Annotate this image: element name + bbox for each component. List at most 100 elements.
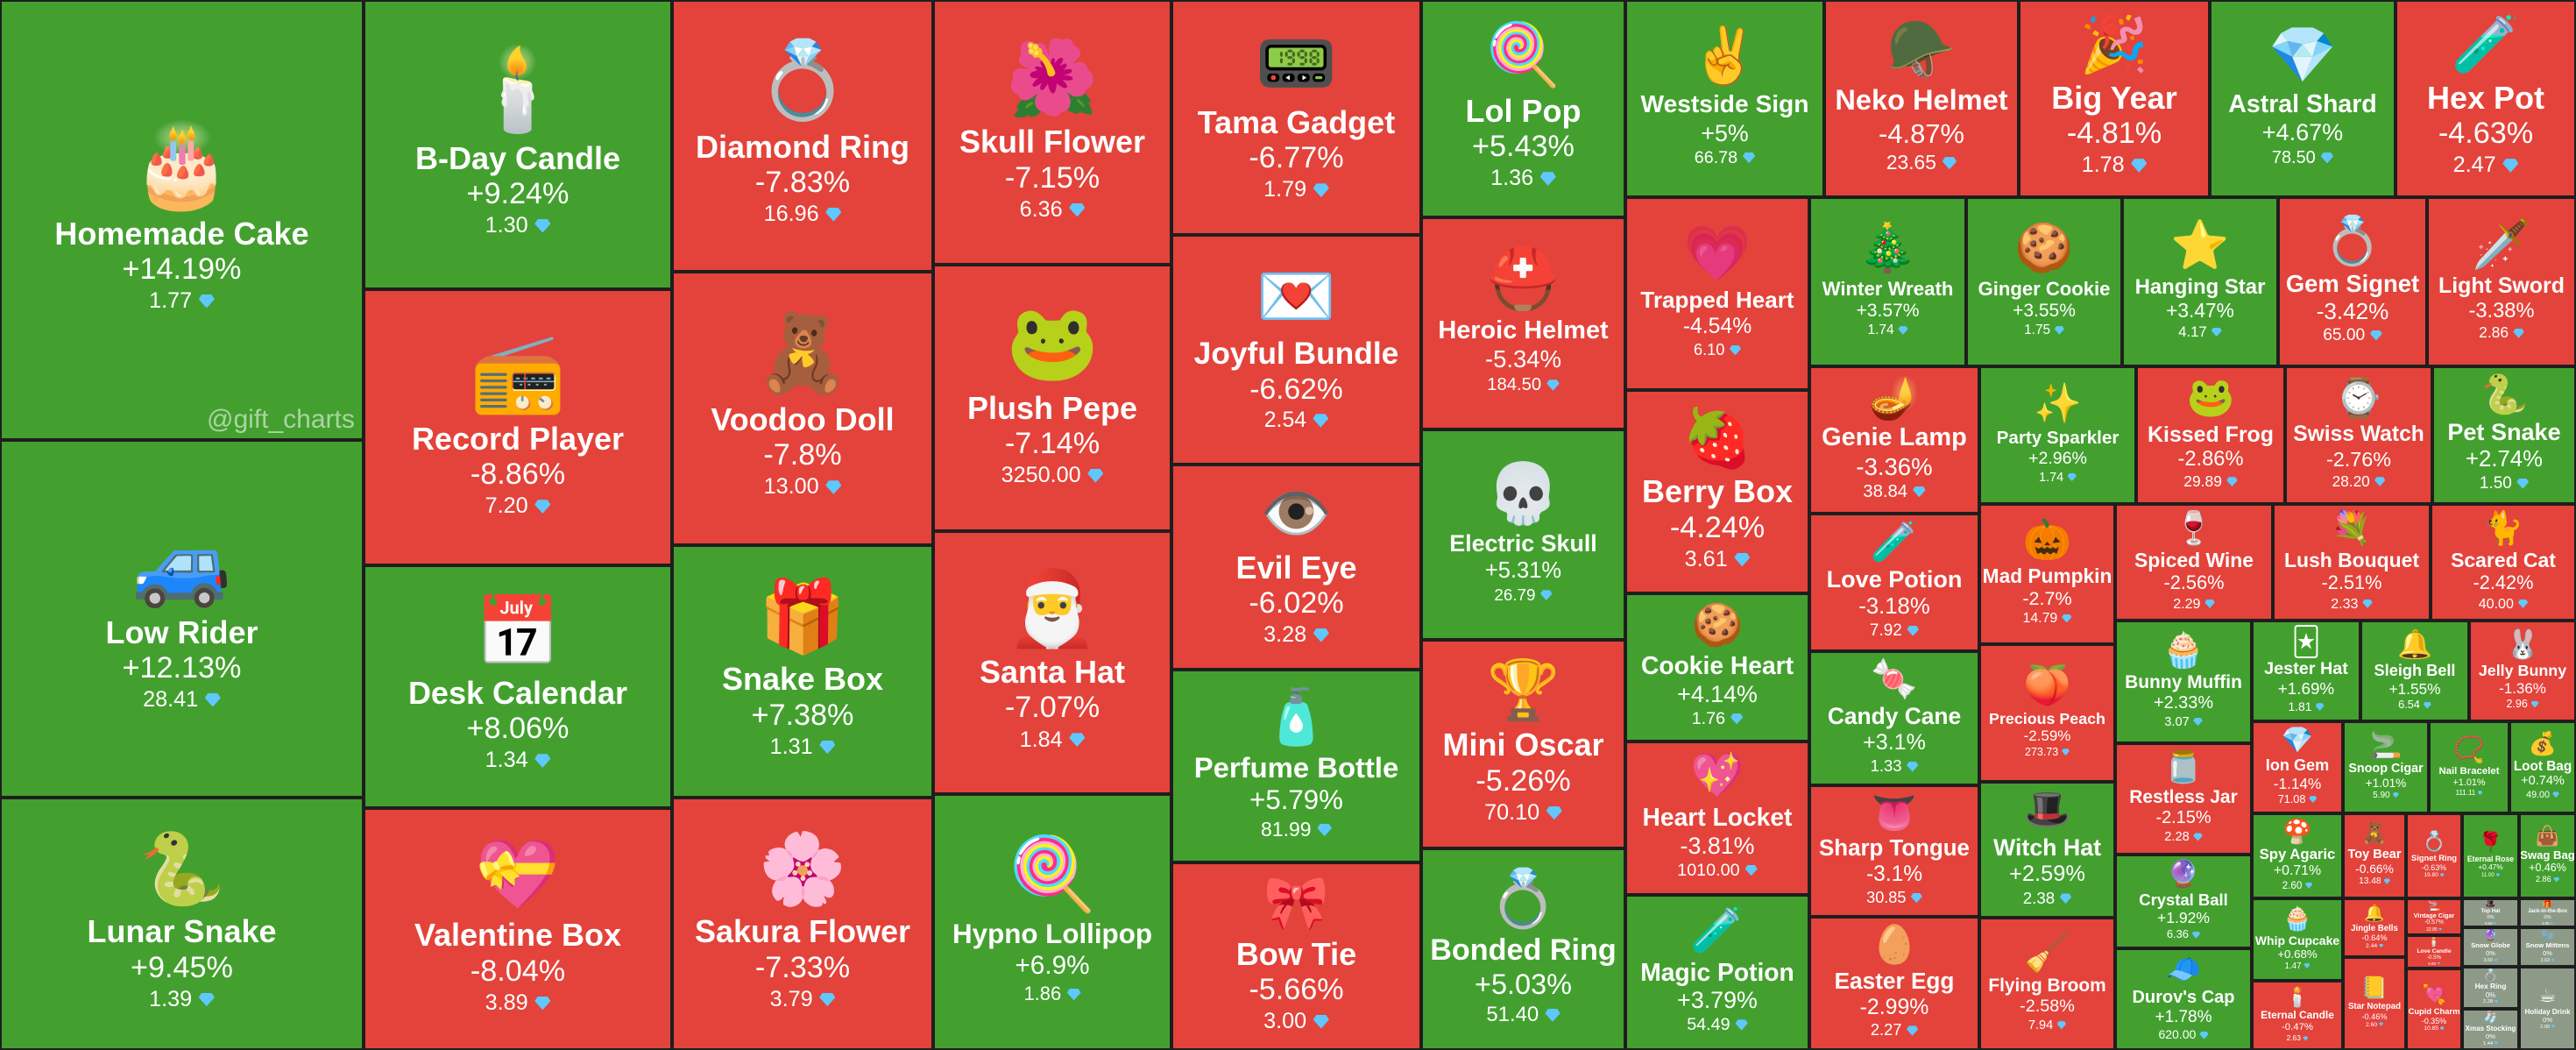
tile-diamond-ring[interactable]: 💍 Diamond Ring -7.83% 16.96 bbox=[672, 0, 933, 272]
tile-hex-ring[interactable]: 💍 Hex Ring 0% 2.28 bbox=[2462, 967, 2519, 1009]
tile-hypno-lollipop[interactable]: 🍭 Hypno Lollipop +6.9% 1.86 bbox=[933, 794, 1171, 1050]
tile-kissed-frog[interactable]: 🐸 Kissed Frog -2.86% 29.89 bbox=[2136, 366, 2285, 504]
tile-swag-bag[interactable]: 👜 Swag Bag +0.46% 2.86 bbox=[2519, 813, 2576, 898]
tile-sharp-tongue[interactable]: 👅 Sharp Tongue -3.1% 30.85 bbox=[1809, 785, 1979, 917]
tile-astral-shard[interactable]: 💎 Astral Shard +4.67% 78.50 bbox=[2210, 0, 2396, 197]
tile-magic-potion[interactable]: 🧪 Magic Potion +3.79% 54.49 bbox=[1625, 895, 1809, 1050]
tile-trapped-heart[interactable]: 💗 Trapped Heart -4.54% 6.10 bbox=[1625, 197, 1809, 390]
tile-bonded-ring[interactable]: 💍 Bonded Ring +5.03% 51.40 bbox=[1421, 848, 1625, 1050]
tile-mad-pumpkin[interactable]: 🎃 Mad Pumpkin -2.7% 14.79 bbox=[1979, 504, 2115, 644]
tile-ion-gem[interactable]: 💎 Ion Gem -1.14% 71.08 bbox=[2252, 721, 2343, 813]
tile-santa-hat[interactable]: 🎅 Santa Hat -7.07% 1.84 bbox=[933, 531, 1171, 794]
tile-snake-box[interactable]: 🎁 Snake Box +7.38% 1.31 bbox=[672, 545, 933, 798]
tile-light-sword[interactable]: 🗡️ Light Sword -3.38% 2.86 bbox=[2427, 197, 2576, 366]
tile-hanging-star[interactable]: ⭐ Hanging Star +3.47% 4.17 bbox=[2122, 197, 2278, 366]
tile-ginger-cookie[interactable]: 🍪 Ginger Cookie +3.55% 1.75 bbox=[1966, 197, 2122, 366]
record-player-icon: 📻 bbox=[470, 329, 566, 416]
tile-signet-ring[interactable]: 💍 Signet Ring -0.63% 19.80 bbox=[2406, 813, 2462, 898]
diamond-icon bbox=[1313, 414, 1329, 428]
tile-bow-tie[interactable]: 🎀 Bow Tie -5.66% 3.00 bbox=[1171, 862, 1421, 1050]
tile-gem-signet[interactable]: 💍 Gem Signet -3.42% 65.00 bbox=[2278, 197, 2427, 366]
tile-jester-hat[interactable]: 🃏 Jester Hat +1.69% 1.81 bbox=[2252, 621, 2360, 721]
tile-easter-egg[interactable]: 🥚 Easter Egg -2.99% 2.27 bbox=[1809, 917, 1979, 1050]
tile-durov-s-cap[interactable]: 🧢 Durov's Cap +1.78% 620.00 bbox=[2115, 948, 2252, 1050]
tile-love-potion[interactable]: 🧪 Love Potion -3.18% 7.92 bbox=[1809, 514, 1979, 651]
tile-loot-bag[interactable]: 💰 Loot Bag +0.74% 49.00 bbox=[2509, 721, 2576, 813]
tile-change: -3.81% bbox=[1680, 832, 1755, 859]
tile-scared-cat[interactable]: 🐈 Scared Cat -2.42% 40.00 bbox=[2431, 504, 2576, 621]
tile-voodoo-doll[interactable]: 🧸 Voodoo Doll -7.8% 13.00 bbox=[672, 272, 933, 545]
tile-party-sparkler[interactable]: ✨ Party Sparkler +2.96% 1.74 bbox=[1979, 366, 2136, 504]
tile-evil-eye[interactable]: 👁️ Evil Eye -6.02% 3.28 bbox=[1171, 465, 1421, 670]
tile-perfume-bottle[interactable]: 🧴 Perfume Bottle +5.79% 81.99 bbox=[1171, 670, 1421, 862]
tile-jack-in-the-box[interactable]: 🎁 Jack-in-the-Box 0% 2.00 bbox=[2519, 898, 2576, 927]
tile-sakura-flower[interactable]: 🌸 Sakura Flower -7.33% 3.79 bbox=[672, 798, 933, 1050]
tile-name: Swag Bag bbox=[2520, 848, 2575, 862]
tile-whip-cupcake[interactable]: 🧁 Whip Cupcake +0.68% 1.47 bbox=[2252, 898, 2343, 981]
tile-homemade-cake[interactable]: 🎂 Homemade Cake +14.19% 1.77 bbox=[0, 0, 364, 440]
tile-price: 620.00 bbox=[2158, 1027, 2209, 1043]
tile-big-year[interactable]: 🎉 Big Year -4.81% 1.78 bbox=[2019, 0, 2210, 197]
tile-skull-flower[interactable]: 🌺 Skull Flower -7.15% 6.36 bbox=[933, 0, 1171, 265]
tile-top-hat[interactable]: 🎩 Top Hat 0% 8.63 bbox=[2462, 898, 2519, 927]
tile-candy-cane[interactable]: 🍬 Candy Cane +3.1% 1.33 bbox=[1809, 651, 1979, 785]
tile-heart-locket[interactable]: 💖 Heart Locket -3.81% 1010.00 bbox=[1625, 741, 1809, 895]
tile-spy-agaric[interactable]: 🍄 Spy Agaric +0.71% 2.60 bbox=[2252, 813, 2343, 898]
tile-holiday-drink[interactable]: ☕ Holiday Drink 0% 2.00 bbox=[2519, 967, 2576, 1050]
tile-pet-snake[interactable]: 🐍 Pet Snake +2.74% 1.50 bbox=[2432, 366, 2576, 504]
tile-record-player[interactable]: 📻 Record Player -8.86% 7.20 bbox=[364, 289, 672, 565]
tile-witch-hat[interactable]: 🎩 Witch Hat +2.59% 2.38 bbox=[1979, 782, 2115, 918]
tile-name: Top Hat bbox=[2480, 909, 2501, 915]
tile-b-day-candle[interactable]: 🕯️ B-Day Candle +9.24% 1.30 bbox=[364, 0, 672, 289]
tile-crystal-ball[interactable]: 🔮 Crystal Ball +1.92% 6.36 bbox=[2115, 855, 2252, 948]
tile-tama-gadget[interactable]: 📟 Tama Gadget -6.77% 1.79 bbox=[1171, 0, 1421, 235]
tile-snow-globe[interactable]: 🔮 Snow Globe 0% 3.60 bbox=[2462, 927, 2519, 967]
tile-cupid-charm[interactable]: 💘 Cupid Charm -0.35% 10.85 bbox=[2406, 968, 2462, 1050]
tile-precious-peach[interactable]: 🍑 Precious Peach -2.59% 273.73 bbox=[1979, 644, 2115, 782]
tile-cookie-heart[interactable]: 🍪 Cookie Heart +4.14% 1.76 bbox=[1625, 593, 1809, 741]
tile-berry-box[interactable]: 🍓 Berry Box -4.24% 3.61 bbox=[1625, 390, 1809, 593]
tile-neko-helmet[interactable]: 🪖 Neko Helmet -4.87% 23.65 bbox=[1824, 0, 2019, 197]
tile-valentine-box[interactable]: 💝 Valentine Box -8.04% 3.89 bbox=[364, 808, 672, 1050]
tile-swiss-watch[interactable]: ⌚ Swiss Watch -2.76% 28.20 bbox=[2285, 366, 2432, 504]
tile-snow-mittens[interactable]: 🧤 Snow Mittens 0% 3.63 bbox=[2519, 927, 2576, 967]
tile-sleigh-bell[interactable]: 🔔 Sleigh Bell +1.55% 6.54 bbox=[2360, 621, 2469, 721]
tile-hex-pot[interactable]: 🧪 Hex Pot -4.63% 2.47 bbox=[2396, 0, 2576, 197]
tile-joyful-bundle[interactable]: 💌 Joyful Bundle -6.62% 2.54 bbox=[1171, 235, 1421, 465]
tile-lunar-snake[interactable]: 🐍 Lunar Snake +9.45% 1.39 bbox=[0, 798, 364, 1050]
tile-change: +3.47% bbox=[2166, 299, 2234, 323]
restless-jar-icon: 🫙 bbox=[2163, 749, 2204, 785]
tile-nail-bracelet[interactable]: 📿 Nail Bracelet +1.01% 111.11 bbox=[2429, 721, 2509, 813]
tile-westside-sign[interactable]: ✌️ Westside Sign +5% 66.78 bbox=[1625, 0, 1824, 197]
tile-change: -4.87% bbox=[1879, 117, 1964, 149]
vintage-cigar-icon: 🚬 bbox=[2427, 899, 2441, 912]
tile-jelly-bunny[interactable]: 🐰 Jelly Bunny -1.36% 2.96 bbox=[2469, 621, 2576, 721]
tile-lol-pop[interactable]: 🍭 Lol Pop +5.43% 1.36 bbox=[1421, 0, 1625, 217]
tile-low-rider[interactable]: 🚙 Low Rider +12.13% 28.41 bbox=[0, 440, 364, 798]
tile-eternal-candle[interactable]: 🕯️ Eternal Candle -0.47% 2.63 bbox=[2252, 981, 2343, 1050]
tile-love-candle[interactable]: 🕯️ Love Candle -0.5% 6.60 bbox=[2406, 935, 2462, 968]
tile-mini-oscar[interactable]: 🏆 Mini Oscar -5.26% 70.10 bbox=[1421, 640, 1625, 848]
tile-desk-calendar[interactable]: 📅 Desk Calendar +8.06% 1.34 bbox=[364, 565, 672, 808]
tile-jingle-bells[interactable]: 🔔 Jingle Bells -0.64% 2.44 bbox=[2343, 898, 2406, 957]
tile-snoop-cigar[interactable]: 🚬 Snoop Cigar +1.01% 5.90 bbox=[2343, 721, 2429, 813]
tile-winter-wreath[interactable]: 🎄 Winter Wreath +3.57% 1.74 bbox=[1809, 197, 1966, 366]
tile-xmas-stocking[interactable]: 🧦 Xmas Stocking 0% 1.44 bbox=[2462, 1009, 2519, 1050]
tile-eternal-rose[interactable]: 🌹 Eternal Rose +0.47% 11.00 bbox=[2462, 813, 2519, 898]
tile-plush-pepe[interactable]: 🐸 Plush Pepe -7.14% 3250.00 bbox=[933, 265, 1171, 531]
tama-gadget-icon: 📟 bbox=[1255, 26, 1338, 101]
tile-vintage-cigar[interactable]: 🚬 Vintage Cigar -0.57% 22.85 bbox=[2406, 898, 2462, 935]
tile-star-notepad[interactable]: 📒 Star Notepad -0.46% 2.60 bbox=[2343, 957, 2406, 1050]
tile-toy-bear[interactable]: 🧸 Toy Bear -0.66% 13.48 bbox=[2343, 813, 2406, 898]
tile-electric-skull[interactable]: 💀 Electric Skull +5.31% 26.79 bbox=[1421, 429, 1625, 640]
tile-restless-jar[interactable]: 🫙 Restless Jar -2.15% 2.28 bbox=[2115, 743, 2252, 855]
tile-genie-lamp[interactable]: 🪔 Genie Lamp -3.36% 38.84 bbox=[1809, 366, 1979, 514]
tile-heroic-helmet[interactable]: ⛑️ Heroic Helmet -5.34% 184.50 bbox=[1421, 217, 1625, 429]
tile-flying-broom[interactable]: 🧹 Flying Broom -2.58% 7.94 bbox=[1979, 918, 2115, 1050]
tile-spiced-wine[interactable]: 🍷 Spiced Wine -2.56% 2.29 bbox=[2115, 504, 2273, 621]
tile-price: 4.17 bbox=[2178, 323, 2222, 342]
price-value: 3.63 bbox=[2540, 958, 2551, 964]
tile-bunny-muffin[interactable]: 🧁 Bunny Muffin +2.33% 3.07 bbox=[2115, 621, 2252, 743]
tile-change: -7.07% bbox=[1004, 691, 1100, 725]
tile-lush-bouquet[interactable]: 💐 Lush Bouquet -2.51% 2.33 bbox=[2273, 504, 2431, 621]
